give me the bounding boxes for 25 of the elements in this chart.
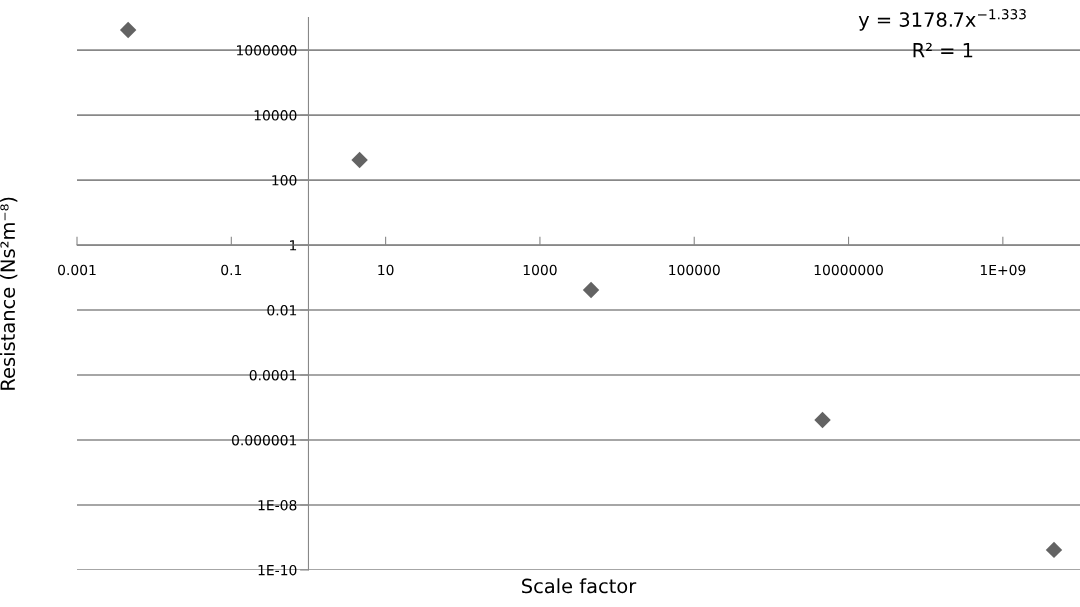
point — [351, 151, 368, 169]
x-tick-label: 100000 — [669, 264, 720, 276]
x-axis-title: Scale factor — [522, 578, 637, 594]
x-tick-label: 10 — [378, 264, 394, 276]
y-tick-label: 0.01 — [267, 305, 297, 316]
y-tick-label: 1000000 — [237, 45, 297, 56]
y-axis-title: Resistance (Ns²m⁻⁸) — [0, 197, 18, 390]
y-tick-label: 1E-10 — [258, 564, 297, 576]
x-tick-label: 0.001 — [58, 264, 96, 276]
y-tick-label: 0.000001 — [232, 434, 297, 446]
annotation: R² = 1 — [913, 42, 973, 58]
y-tick-label: 1E-08 — [258, 499, 297, 511]
point — [814, 411, 831, 429]
point — [119, 21, 137, 39]
annotation: y = 3178.7x$^{−1.333}$ — [858, 9, 1026, 31]
x-tick-label: 10000000 — [814, 264, 883, 276]
x-tick-label: 1E+09 — [980, 264, 1026, 276]
point — [582, 281, 600, 299]
y-tick-label: 0.0001 — [249, 369, 297, 381]
y-tick-label: 10000 — [254, 110, 297, 121]
x-tick-label: 0.1 — [221, 264, 242, 276]
y-tick-label: 1 — [290, 240, 297, 251]
y-tick-label: 100 — [272, 175, 297, 186]
x-tick-label: 1000 — [523, 264, 557, 276]
point — [1045, 541, 1063, 559]
